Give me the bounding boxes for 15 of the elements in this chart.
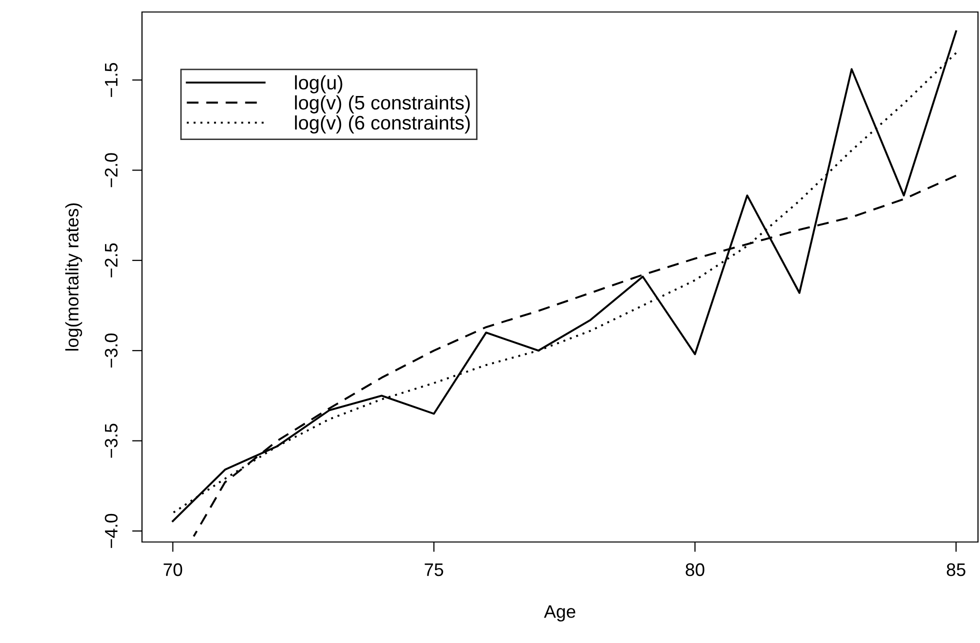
y-tick-label: −2.5 <box>104 243 118 278</box>
y-tick-label: −2.0 <box>104 153 118 188</box>
legend-label: log(v) (5 constraints) <box>295 95 470 114</box>
x-axis-title: Age <box>544 605 576 622</box>
y-tick-label: −4.0 <box>104 514 118 548</box>
y-tick-label: −3.0 <box>104 333 118 368</box>
legend-label: log(u) <box>295 75 342 94</box>
x-tick-label: 75 <box>424 563 444 576</box>
x-tick-label: 80 <box>686 563 704 576</box>
y-tick-label: −3.5 <box>104 424 118 458</box>
x-tick-label: 70 <box>164 563 182 576</box>
y-tick-label: −1.5 <box>105 62 118 97</box>
x-tick-label: 85 <box>946 563 966 576</box>
legend-label: log(v) (6 constraints) <box>295 115 470 134</box>
y-axis-title: log(mortality rates) <box>65 203 82 351</box>
